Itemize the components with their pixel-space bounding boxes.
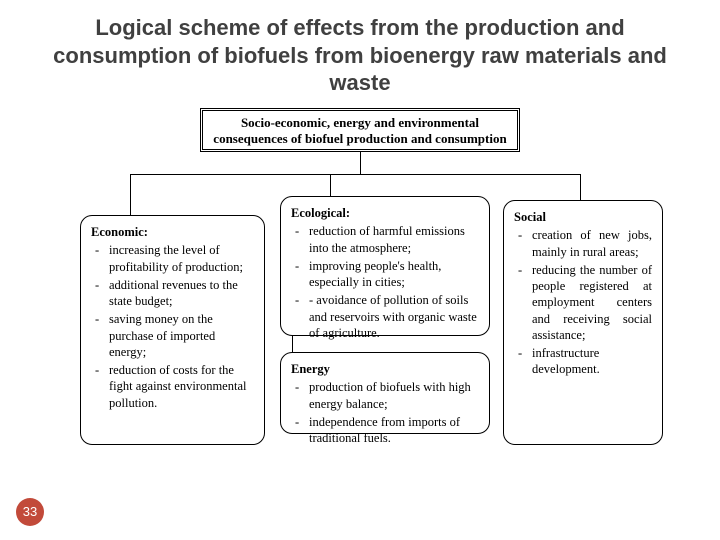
- list-item: reducing the number of people registered…: [532, 262, 652, 343]
- list-item: reduction of costs for the fight against…: [109, 362, 254, 411]
- header-text: Socio-economic, energy and environmental…: [213, 115, 506, 146]
- connector: [130, 174, 580, 175]
- list-item: production of biofuels with high energy …: [309, 379, 479, 412]
- header-box: Socio-economic, energy and environmental…: [200, 108, 520, 152]
- social-title: Social: [514, 209, 652, 225]
- list-item: reduction of harmful emissions into the …: [309, 223, 479, 256]
- list-item: infrastructure development.: [532, 345, 652, 378]
- economic-list: increasing the level of profitability of…: [91, 242, 254, 411]
- ecological-title: Ecological:: [291, 205, 479, 221]
- connector: [360, 152, 361, 174]
- energy-card: Energy production of biofuels with high …: [280, 352, 490, 434]
- ecological-card: Ecological: reduction of harmful emissio…: [280, 196, 490, 336]
- economic-card: Economic: increasing the level of profit…: [80, 215, 265, 445]
- energy-list: production of biofuels with high energy …: [291, 379, 479, 446]
- page-title: Logical scheme of effects from the produ…: [0, 14, 720, 97]
- economic-title: Economic:: [91, 224, 254, 240]
- list-item: creation of new jobs, mainly in rural ar…: [532, 227, 652, 260]
- list-item: increasing the level of profitability of…: [109, 242, 254, 275]
- connector: [130, 174, 131, 216]
- list-item: saving money on the purchase of imported…: [109, 311, 254, 360]
- social-list: creation of new jobs, mainly in rural ar…: [514, 227, 652, 377]
- energy-title: Energy: [291, 361, 479, 377]
- ecological-list: reduction of harmful emissions into the …: [291, 223, 479, 341]
- page-number-badge: 33: [16, 498, 44, 526]
- list-item: independence from imports of traditional…: [309, 414, 479, 447]
- list-item: - avoidance of pollution of soils and re…: [309, 292, 479, 341]
- connector: [580, 174, 581, 201]
- social-card: Social creation of new jobs, mainly in r…: [503, 200, 663, 445]
- list-item: additional revenues to the state budget;: [109, 277, 254, 310]
- list-item: improving people's health, especially in…: [309, 258, 479, 291]
- connector: [330, 174, 331, 197]
